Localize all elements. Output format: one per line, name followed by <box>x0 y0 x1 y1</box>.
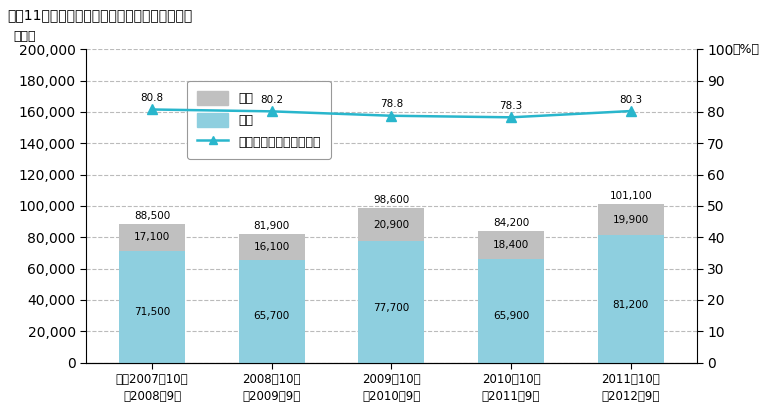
Text: 81,200: 81,200 <box>613 301 649 310</box>
Text: 16,100: 16,100 <box>254 242 290 252</box>
Bar <box>478 259 544 362</box>
Y-axis label: （%）: （%） <box>732 43 759 56</box>
Text: 80.2: 80.2 <box>260 95 283 105</box>
Bar <box>478 231 544 259</box>
Bar <box>359 241 424 362</box>
Bar <box>239 260 305 362</box>
Text: 84,200: 84,200 <box>493 218 530 228</box>
Text: 81,900: 81,900 <box>254 222 290 232</box>
Legend: 男性, 女性, 総数における女性の比率: 男性, 女性, 総数における女性の比率 <box>187 81 331 159</box>
Text: 18,400: 18,400 <box>493 240 530 250</box>
Text: 88,500: 88,500 <box>134 211 170 221</box>
Text: 71,500: 71,500 <box>134 307 170 317</box>
Text: 17,100: 17,100 <box>134 232 170 242</box>
Text: 78.3: 78.3 <box>499 101 523 111</box>
Bar <box>239 234 305 260</box>
Text: 101,100: 101,100 <box>609 191 652 201</box>
Bar <box>598 204 664 235</box>
Bar <box>119 251 185 362</box>
Text: 98,600: 98,600 <box>373 195 410 205</box>
Bar <box>598 235 664 362</box>
Text: 78.8: 78.8 <box>380 99 403 110</box>
Text: 図表11　介護・看護を理由に離職・転職した者: 図表11 介護・看護を理由に離職・転職した者 <box>8 8 193 22</box>
Text: 65,900: 65,900 <box>493 311 530 321</box>
Text: 19,900: 19,900 <box>613 215 649 225</box>
Text: 80.3: 80.3 <box>619 95 642 105</box>
Text: 65,700: 65,700 <box>254 311 290 321</box>
Bar <box>119 224 185 251</box>
Text: 80.8: 80.8 <box>141 93 164 103</box>
Text: 77,700: 77,700 <box>373 303 410 313</box>
Text: 20,900: 20,900 <box>373 219 410 229</box>
Bar <box>359 208 424 241</box>
Y-axis label: （人）: （人） <box>14 30 36 43</box>
